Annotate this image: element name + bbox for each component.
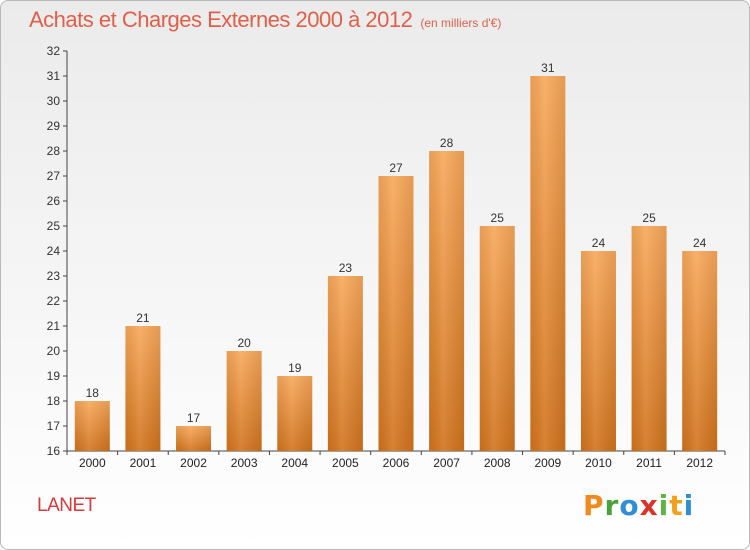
x-axis: 2000 2001 2002 2003 2004 2005 2006 2007 2008 2009…: [66, 450, 726, 470]
y-tick-label: 24: [47, 244, 61, 258]
x-tick-label: 2011: [636, 456, 662, 470]
data-label: 25: [491, 211, 505, 225]
y-tick-label: 29: [47, 119, 61, 133]
y-tick-label: 30: [47, 94, 61, 108]
x-tick-label: 2003: [231, 456, 258, 470]
bar-shade: [176, 426, 212, 451]
data-label: 21: [136, 311, 150, 325]
y-tick-label: 18: [47, 394, 61, 408]
bar-shade: [580, 251, 616, 451]
data-label: 31: [541, 61, 555, 75]
data-label: 19: [288, 361, 302, 375]
y-tick-label: 31: [47, 69, 61, 83]
bar-shade: [74, 401, 110, 451]
x-tick-label: 2004: [281, 456, 308, 470]
bar-shade: [682, 251, 718, 451]
bar-shade: [277, 376, 313, 451]
y-tick-label: 19: [47, 369, 61, 383]
y-tick-label: 27: [47, 169, 61, 183]
x-tick-label: 2008: [484, 456, 511, 470]
y-tick-label: 17: [47, 419, 61, 433]
data-label: 20: [237, 336, 251, 350]
bar-shade: [530, 76, 566, 451]
y-tick-label: 21: [47, 319, 61, 333]
data-label: 23: [339, 261, 353, 275]
proxiti-logo: Proxiti: [583, 489, 695, 522]
data-label: 28: [440, 136, 454, 150]
y-axis: 16 17 18 19 20 21 22 23 24 25 26 27 28 29 30 31 32: [47, 44, 68, 458]
bar-shade: [479, 226, 515, 451]
chart-title-block: Achats et Charges Externes 2000 à 2012 (e…: [29, 7, 501, 33]
chart-title: Achats et Charges Externes 2000 à 2012: [29, 7, 413, 32]
y-tick-label: 25: [47, 219, 61, 233]
y-tick-label: 20: [47, 344, 61, 358]
y-tick-label: 16: [47, 444, 61, 458]
bar-shade: [327, 276, 363, 451]
chart-unit: (en milliers d'€): [420, 16, 502, 30]
y-tick-label: 23: [47, 269, 61, 283]
x-tick-label: 2009: [534, 456, 561, 470]
x-tick-label: 2007: [433, 456, 460, 470]
city-name: LANET: [37, 495, 96, 516]
bar-shade: [429, 151, 465, 451]
data-label: 27: [389, 161, 403, 175]
y-tick-label: 26: [47, 194, 61, 208]
y-tick-label: 28: [47, 144, 61, 158]
y-tick-label: 22: [47, 294, 61, 308]
data-label: 25: [642, 211, 656, 225]
data-label: 18: [86, 386, 100, 400]
x-tick-label: 2001: [130, 456, 157, 470]
bar-shade: [125, 326, 161, 451]
bar-shade: [378, 176, 414, 451]
data-label: 24: [592, 236, 606, 250]
bar-shade: [226, 351, 262, 451]
data-label: 17: [187, 411, 201, 425]
y-tick-label: 32: [47, 44, 61, 58]
x-tick-label: 2012: [686, 456, 713, 470]
x-tick-label: 2000: [79, 456, 106, 470]
x-tick-label: 2005: [332, 456, 359, 470]
bars: 18 21 17 20 19 23 27 28 25 31 24 25 24: [74, 61, 718, 451]
x-tick-label: 2006: [383, 456, 410, 470]
x-tick-label: 2010: [585, 456, 612, 470]
data-label: 24: [693, 236, 707, 250]
x-tick-label: 2002: [180, 456, 207, 470]
bar-shade: [631, 226, 667, 451]
